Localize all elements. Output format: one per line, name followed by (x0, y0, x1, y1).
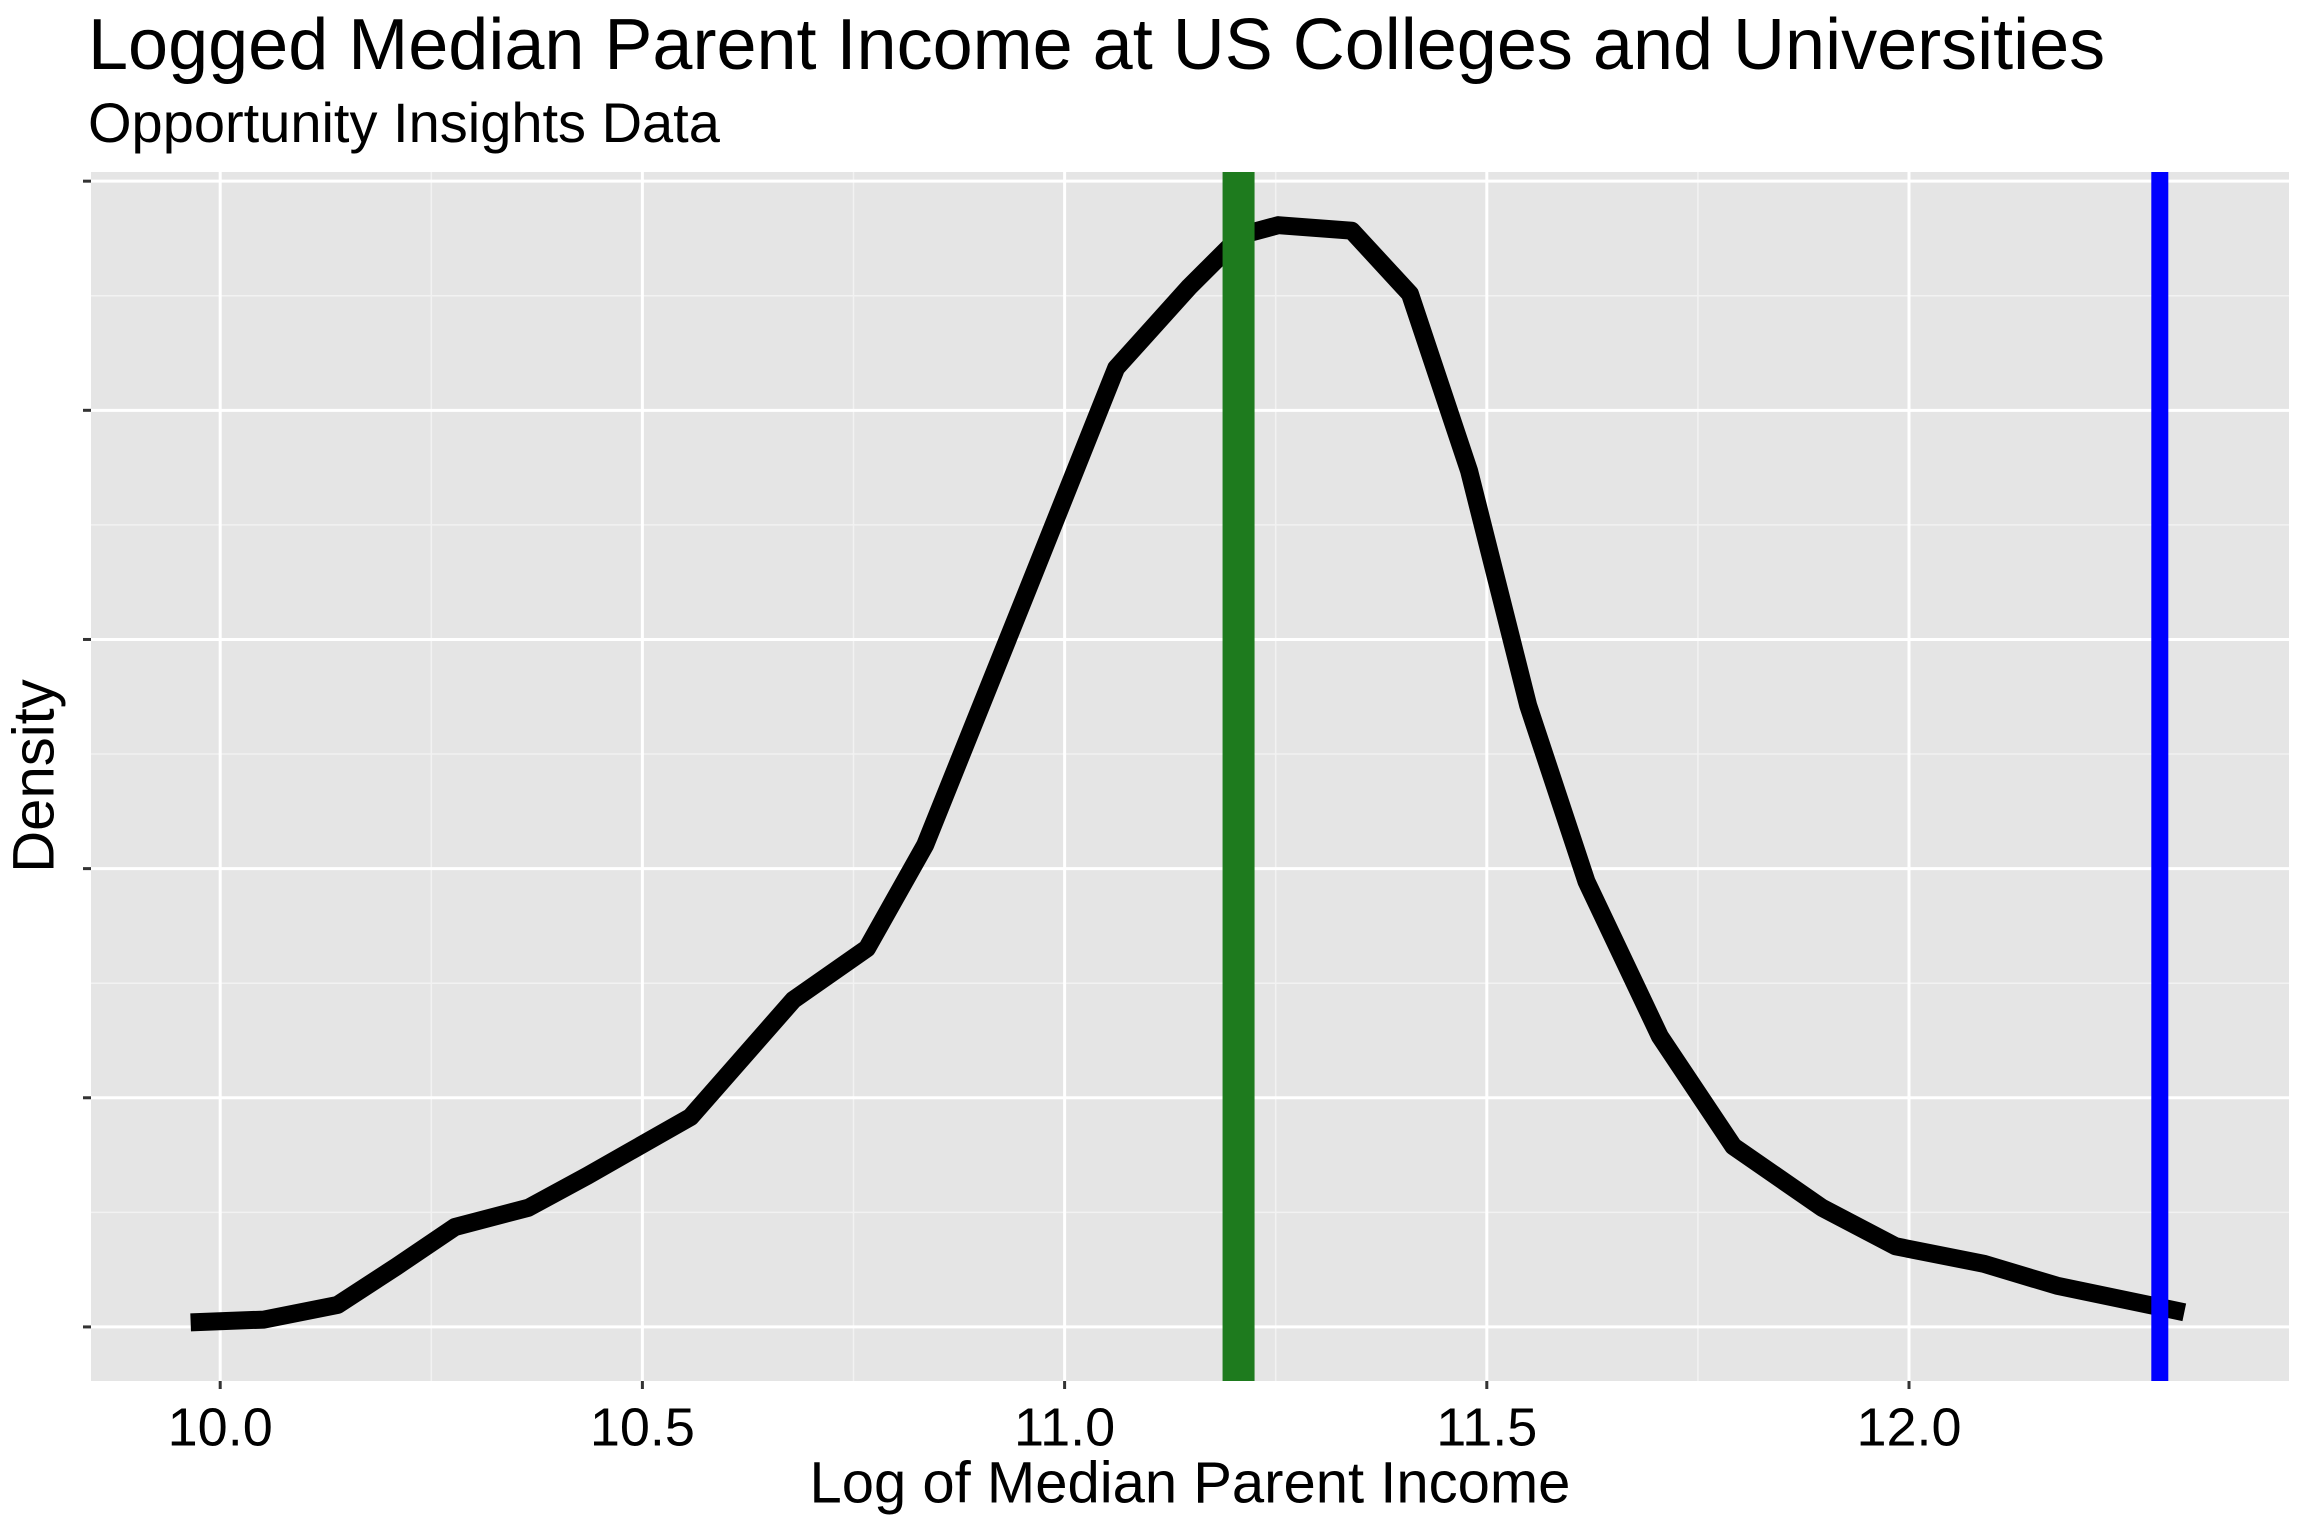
x-tick-label: 11.0 (1014, 1397, 1115, 1457)
chart-title: Logged Median Parent Income at US Colleg… (88, 5, 2105, 85)
x-tick-label: 11.5 (1436, 1397, 1537, 1457)
x-tick-label: 12.0 (1856, 1397, 1961, 1457)
y-axis-label: Density (1, 679, 66, 872)
plot-panel (91, 172, 2289, 1381)
x-tick-label: 10.5 (590, 1397, 695, 1457)
x-tick-label: 10.0 (168, 1397, 273, 1457)
chart-subtitle: Opportunity Insights Data (88, 91, 721, 154)
x-axis-label: Log of Median Parent Income (810, 1450, 1571, 1515)
density-line (190, 216, 2187, 1332)
